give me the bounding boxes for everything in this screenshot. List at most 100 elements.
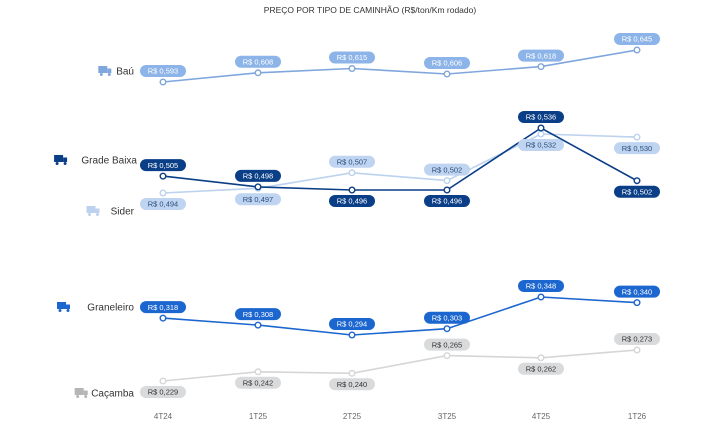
bau-label-pill: [518, 49, 564, 62]
sider-line: [162, 133, 638, 194]
bau-label-text: R$ 0,618: [526, 51, 556, 60]
x-tick-label: 2T25: [343, 412, 362, 421]
sider-label-text: R$ 0,530: [622, 144, 652, 153]
cacamba-label-text: R$ 0,240: [337, 380, 367, 389]
bau-series-name: Baú: [98, 66, 134, 78]
series-names: Caçamba Sider Baú Graneleiro Grade Baixa: [54, 66, 137, 400]
cacamba-data-label: R$ 0,262: [518, 362, 564, 375]
bau-point: [443, 70, 451, 78]
graneleiro-data-label: R$ 0,294: [329, 318, 375, 330]
graneleiro-label-text: R$ 0,308: [243, 310, 273, 319]
cacamba-name-text: Caçamba: [91, 389, 134, 400]
grade-baixa-label-text: R$ 0,498: [243, 172, 273, 181]
graneleiro-label-text: R$ 0,348: [526, 282, 556, 291]
bau-data-label: R$ 0,608: [235, 55, 281, 68]
bau-label-text: R$ 0,593: [148, 67, 178, 76]
cacamba-point: [537, 354, 545, 362]
cacamba-data-label: R$ 0,273: [614, 333, 660, 345]
grade-baixa-data-label: R$ 0,498: [235, 169, 281, 182]
bau-data-label: R$ 0,645: [614, 33, 660, 45]
x-tick-label: 4T24: [154, 412, 173, 421]
graneleiro-data-label: R$ 0,308: [235, 308, 281, 321]
sider-label-text: R$ 0,532: [526, 141, 556, 150]
graneleiro-line: [162, 296, 638, 336]
data-labels: R$ 0,229 R$ 0,242 R$ 0,240 R$ 0,265 R$ 0,262…: [140, 33, 660, 398]
bau-label-text: R$ 0,645: [622, 35, 652, 44]
bau-label-text: R$ 0,606: [432, 59, 462, 68]
bau-label-text: R$ 0,615: [337, 53, 367, 62]
dump-truck-icon: [74, 388, 88, 398]
cacamba-data-label: R$ 0,265: [424, 338, 470, 351]
sider-point: [633, 133, 641, 141]
graneleiro-data-label: R$ 0,340: [614, 285, 660, 298]
sider-data-label: R$ 0,494: [140, 198, 186, 210]
cacamba-data-label: R$ 0,242: [235, 376, 281, 389]
series-lines: [162, 49, 638, 382]
box-truck-icon: [98, 66, 112, 76]
graneleiro-point: [443, 325, 451, 333]
sider-data-label: R$ 0,530: [614, 142, 660, 155]
sider-series-name: Sider: [86, 206, 135, 218]
graneleiro-point: [633, 299, 641, 307]
sider-point: [159, 189, 167, 197]
series-points: [159, 46, 641, 385]
grade-baixa-label-text: R$ 0,502: [622, 187, 652, 196]
grain-truck-icon: [57, 302, 70, 312]
x-tick-label: 4T25: [532, 412, 551, 421]
cacamba-data-label: R$ 0,240: [329, 378, 375, 391]
graneleiro-name-text: Graneleiro: [87, 303, 134, 314]
graneleiro-point: [254, 321, 262, 329]
grade-baixa-label-pill: [424, 195, 470, 207]
sider-label-pill: [140, 198, 186, 210]
graneleiro-label-pill: [235, 308, 281, 321]
bau-label-pill: [424, 57, 470, 69]
graneleiro-label-text: R$ 0,318: [148, 303, 178, 312]
graneleiro-label-pill: [140, 301, 186, 314]
grade-baixa-point: [537, 124, 545, 132]
graneleiro-point: [159, 314, 167, 322]
graneleiro-label-pill: [329, 318, 375, 330]
cacamba-label-text: R$ 0,242: [243, 379, 273, 388]
graneleiro-label-pill: [424, 311, 470, 324]
sider-truck-icon: [86, 206, 100, 216]
grade-baixa-data-label: R$ 0,536: [518, 111, 564, 123]
cacamba-label-text: R$ 0,262: [526, 364, 556, 373]
sider-point: [348, 169, 356, 177]
cacamba-label-text: R$ 0,229: [148, 388, 178, 397]
grade-baixa-label-pill: [235, 169, 281, 182]
cacamba-label-text: R$ 0,273: [622, 335, 652, 344]
grade-baixa-name-text: Grade Baixa: [81, 156, 137, 167]
sider-name-text: Sider: [111, 207, 135, 218]
cacamba-point: [254, 368, 262, 376]
grade-baixa-label-pill: [140, 159, 186, 172]
cacamba-label-text: R$ 0,265: [432, 340, 462, 349]
bau-line: [162, 49, 638, 83]
cacamba-label-pill: [140, 386, 186, 398]
bau-data-label: R$ 0,606: [424, 57, 470, 69]
grade-baixa-point: [254, 183, 262, 191]
sider-label-pill: [235, 193, 281, 206]
chart-title: PREÇO POR TIPO DE CAMINHÃO (R$/ton/Km ro…: [264, 5, 477, 15]
cacamba-point: [348, 369, 356, 377]
bau-label-pill: [329, 51, 375, 64]
bau-label-pill: [140, 65, 186, 77]
grade-baixa-data-label: R$ 0,496: [424, 195, 470, 207]
bau-data-label: R$ 0,615: [329, 51, 375, 64]
grade-baixa-point: [633, 177, 641, 185]
grade-baixa-label-pill: [518, 111, 564, 123]
graneleiro-series-name: Graneleiro: [57, 302, 134, 314]
sider-label-pill: [518, 139, 564, 151]
x-axis-ticks: 4T24 1T25 2T25 3T25 4T25 1T26: [154, 412, 647, 421]
sider-point: [443, 177, 451, 185]
grade-baixa-line: [162, 127, 638, 191]
cacamba-label-pill: [614, 333, 660, 345]
grade-baixa-point: [159, 172, 167, 180]
bau-point: [348, 64, 356, 72]
grade-baixa-data-label: R$ 0,505: [140, 159, 186, 172]
grade-baixa-data-label: R$ 0,496: [329, 195, 375, 207]
graneleiro-label-pill: [518, 280, 564, 292]
graneleiro-label-text: R$ 0,340: [622, 287, 652, 296]
sider-data-label: R$ 0,497: [235, 193, 281, 206]
graneleiro-point: [537, 293, 545, 301]
sider-point: [537, 130, 545, 138]
